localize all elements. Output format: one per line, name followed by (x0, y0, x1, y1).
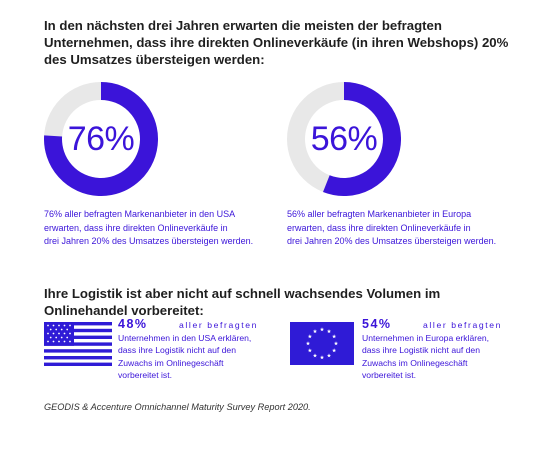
donut-center-label: 76% (67, 119, 135, 158)
eu-star-icon (307, 348, 312, 353)
eu-flag-icon (290, 322, 354, 365)
caption-line: drei Jahren 20% des Umsatzes übersteigen… (287, 236, 497, 246)
donut-arc (44, 82, 158, 196)
caption-line: erwarten, dass ihre direkten Onlineverkä… (287, 222, 471, 233)
donut-arc (323, 82, 401, 196)
stat-line: Unternehmen in den USA erklären, (118, 332, 252, 343)
caption-usa: 76% aller befragten Markenanbieter in de… (44, 208, 274, 249)
eu-star-icon (326, 329, 332, 334)
stat-line: dass ihre Logistik nicht auf den (118, 345, 236, 355)
stat-value: 54% (362, 317, 392, 331)
eu-star-icon (332, 334, 337, 339)
stat-line: vorbereitet ist. (118, 370, 172, 380)
stat-line: Unternehmen in Europa erklären, (362, 332, 490, 343)
headline: In den nächsten drei Jahren erwarten die… (44, 18, 509, 67)
stat-line: dass ihre Logistik nicht auf den (362, 345, 480, 355)
caption-line: 76% aller befragten Markenanbieter in de… (44, 209, 236, 219)
caption-line: 56% aller befragten Markenanbieter in Eu… (287, 209, 472, 219)
eu-star-icon (332, 348, 337, 353)
eu-star-icon (305, 341, 311, 346)
caption-line: drei Jahren 20% des Umsatzes übersteigen… (44, 236, 254, 246)
eu-star-icon (307, 334, 312, 339)
stat-line: Zuwachs im Onlinegeschäft (118, 357, 224, 368)
usa-flag-icon (44, 322, 112, 366)
eu-star-icon (312, 329, 318, 334)
eu-star-icon (333, 341, 339, 346)
donut-chart-usa: 76% (44, 82, 158, 196)
stat-text: aller befragten (179, 320, 258, 330)
donut-center-label: 56% (310, 119, 378, 158)
eu-star-icon (312, 353, 318, 358)
stat-europe: 54% aller befragten Unternehmen in Europ… (362, 318, 502, 382)
eu-star-icon (319, 327, 325, 332)
stat-line: Zuwachs im Onlinegeschäft (362, 357, 468, 368)
stat-usa: 48% aller befragten Unternehmen in den U… (118, 318, 258, 382)
stat-text: aller befragten (423, 320, 502, 330)
donut-svg-usa (44, 82, 158, 196)
stat-line: vorbereitet ist. (362, 370, 416, 380)
caption-line: erwarten, dass ihre direkten Onlineverkä… (44, 222, 228, 233)
donut-chart-europe: 56% (287, 82, 401, 196)
caption-europe: 56% aller befragten Markenanbieter in Eu… (287, 208, 517, 249)
eu-star-icon (326, 353, 332, 358)
subheadline: Ihre Logistik ist aber nicht auf schnell… (44, 286, 441, 318)
stat-value: 48% (118, 317, 148, 331)
eu-star-icon (319, 355, 325, 360)
source-note: GEODIS & Accenture Omnichannel Maturity … (44, 402, 311, 412)
donut-svg-europe (287, 82, 401, 196)
